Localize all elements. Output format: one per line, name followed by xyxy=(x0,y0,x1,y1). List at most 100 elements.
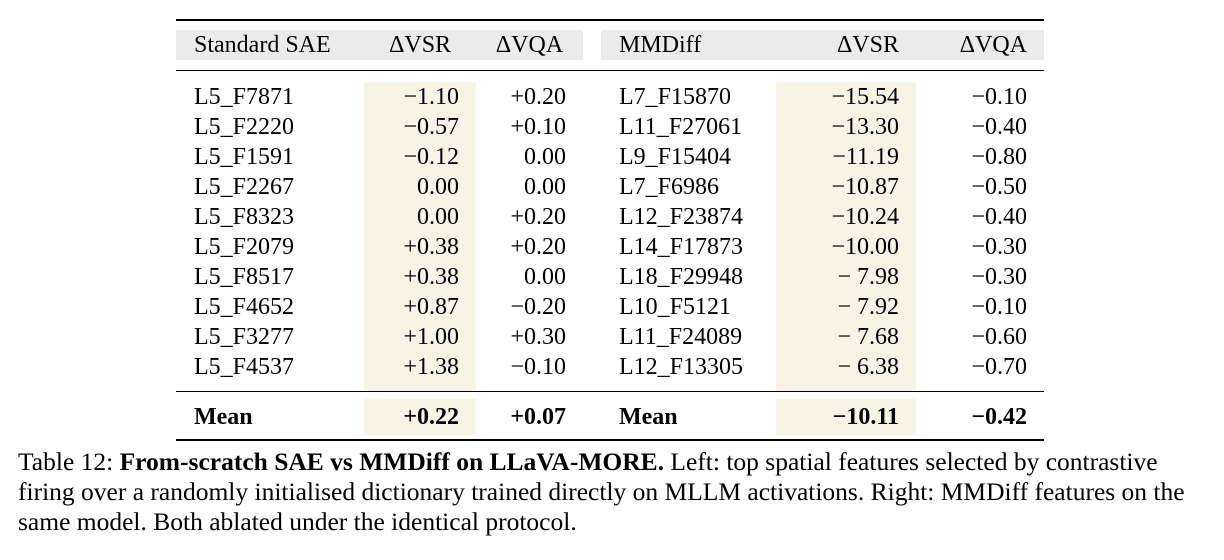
header-dvsr-left: ΔVSR xyxy=(364,30,476,60)
mean-label-left: Mean xyxy=(194,403,253,430)
cell-gap xyxy=(583,262,601,292)
table-row: L5_F8517 +0.38 0.00 L18_F29948 − 7.98 −0.30 xyxy=(176,262,1044,292)
cell-dvqa-right: −0.10 xyxy=(971,84,1027,110)
cell-dvsr-left: +0.87 xyxy=(364,292,476,322)
cell-dvqa-right: −0.80 xyxy=(971,144,1027,170)
mean-dvqa-left: +0.07 xyxy=(510,403,566,430)
table-row: L5_F3277 +1.00 +0.30 L11_F24089 − 7.68 −0.60 xyxy=(176,322,1044,352)
cell-dvsr-left: 0.00 xyxy=(364,172,476,202)
table-row: L5_F2220 −0.57 +0.10 L11_F27061 −13.30 −0.40 xyxy=(176,112,1044,142)
cell-feature-right: L12_F23874 xyxy=(619,204,744,230)
cell-dvsr-right: −15.54 xyxy=(776,82,916,112)
cell-gap xyxy=(583,82,601,112)
cell-dvqa-left: +0.10 xyxy=(510,114,566,140)
cell-dvsr-left: +0.38 xyxy=(364,232,476,262)
cell-dvsr-right: − 7.98 xyxy=(776,262,916,292)
cell-dvsr-left: −1.10 xyxy=(364,82,476,112)
cell-dvsr-left: +1.00 xyxy=(364,322,476,352)
cell-dvqa-left: 0.00 xyxy=(524,174,566,200)
bottom-rule xyxy=(176,439,1044,441)
table-row: L5_F2079 +0.38 +0.20 L14_F17873 −10.00 −0.30 xyxy=(176,232,1044,262)
cell-dvqa-right: −0.60 xyxy=(971,324,1027,350)
cell-dvqa-left: −0.20 xyxy=(510,294,566,320)
cell-dvqa-left: +0.20 xyxy=(510,204,566,230)
caption-prefix: Table 12: xyxy=(18,447,120,476)
cell-gap xyxy=(583,322,601,352)
cell-feature-left: L5_F4652 xyxy=(194,294,295,320)
cell-feature-right: L11_F27061 xyxy=(619,114,743,140)
cell-feature-left: L5_F2079 xyxy=(194,234,295,260)
cell-dvqa-left: 0.00 xyxy=(524,264,566,290)
cell-dvqa-right: −0.30 xyxy=(971,234,1027,260)
cell-gap xyxy=(583,352,601,382)
results-table: Standard SAE ΔVSR ΔVQA MMDiff ΔVSR ΔVQA … xyxy=(176,19,1044,441)
caption-text: Left: top spatial features selected by c… xyxy=(18,447,1185,536)
cell-feature-right: L18_F29948 xyxy=(619,264,744,290)
cell-feature-left: L5_F3277 xyxy=(194,324,295,350)
cell-feature-right: L14_F17873 xyxy=(619,234,744,260)
cell-dvqa-right: −0.40 xyxy=(971,114,1027,140)
cell-feature-right: L12_F13305 xyxy=(619,354,744,380)
cell-dvqa-right: −0.10 xyxy=(971,294,1027,320)
cell-feature-left: L5_F4537 xyxy=(194,354,295,380)
cell-dvsr-right: −13.30 xyxy=(776,112,916,142)
cell-dvqa-right: −0.50 xyxy=(971,174,1027,200)
cell-dvsr-right: −10.24 xyxy=(776,202,916,232)
cell-feature-left: L5_F7871 xyxy=(194,84,295,110)
cell-dvsr-right: − 6.38 xyxy=(776,352,916,382)
cell-dvqa-right: −0.70 xyxy=(971,354,1027,380)
cell-gap xyxy=(583,142,601,172)
cell-feature-right: L9_F15404 xyxy=(619,144,732,170)
cell-feature-left: L5_F2267 xyxy=(194,174,295,200)
cell-feature-left: L5_F8323 xyxy=(194,204,295,230)
cell-dvsr-right: − 7.92 xyxy=(776,292,916,322)
cell-dvsr-right: −10.00 xyxy=(776,232,916,262)
cell-gap xyxy=(583,112,601,142)
cell-gap xyxy=(583,202,601,232)
table-row: L5_F4652 +0.87 −0.20 L10_F5121 − 7.92 −0.10 xyxy=(176,292,1044,322)
cell-feature-right: L10_F5121 xyxy=(619,294,732,320)
mean-label-right: Mean xyxy=(619,403,678,430)
mean-row: Mean +0.22 +0.07 Mean −10.11 −0.42 xyxy=(176,399,1044,435)
header-standard-sae: Standard SAE xyxy=(176,30,364,60)
header-dvqa-left: ΔVQA xyxy=(476,30,583,60)
cell-dvsr-left: 0.00 xyxy=(364,202,476,232)
cell-dvsr-left: −0.57 xyxy=(364,112,476,142)
cell-dvsr-right: − 7.68 xyxy=(776,322,916,352)
cell-feature-right: L7_F6986 xyxy=(619,174,720,200)
cell-dvqa-left: +0.30 xyxy=(510,324,566,350)
cell-feature-right: L7_F15870 xyxy=(619,84,732,110)
caption-bold: From-scratch SAE vs MMDiff on LLaVA-MORE… xyxy=(119,447,665,476)
header-mmdiff: MMDiff xyxy=(601,30,776,60)
header-row: Standard SAE ΔVSR ΔVQA MMDiff ΔVSR ΔVQA xyxy=(176,30,1044,60)
cell-feature-left: L5_F8517 xyxy=(194,264,295,290)
table-row: L5_F2267 0.00 0.00 L7_F6986 −10.87 −0.50 xyxy=(176,172,1044,202)
cell-dvqa-left: +0.20 xyxy=(510,234,566,260)
mean-dvqa-right: −0.42 xyxy=(971,403,1027,430)
cell-feature-left: L5_F1591 xyxy=(194,144,295,170)
cell-gap xyxy=(583,292,601,322)
table-row: L5_F4537 +1.38 −0.10 L12_F13305 − 6.38 −0.70 xyxy=(176,352,1044,382)
cell-dvsr-left: +1.38 xyxy=(364,352,476,382)
table-row: L5_F8323 0.00 +0.20 L12_F23874 −10.24 −0.40 xyxy=(176,202,1044,232)
cell-dvqa-right: −0.30 xyxy=(971,264,1027,290)
cell-dvsr-left: −0.12 xyxy=(364,142,476,172)
cell-dvqa-left: +0.20 xyxy=(510,84,566,110)
cell-gap xyxy=(583,172,601,202)
cell-dvqa-left: −0.10 xyxy=(510,354,566,380)
mean-dvsr-right: −10.11 xyxy=(776,399,916,435)
top-rule xyxy=(176,19,1044,21)
cell-feature-right: L11_F24089 xyxy=(619,324,743,350)
cell-feature-left: L5_F2220 xyxy=(194,114,295,140)
mean-dvsr-left: +0.22 xyxy=(364,399,476,435)
table-row: L5_F1591 −0.12 0.00 L9_F15404 −11.19 −0.80 xyxy=(176,142,1044,172)
header-dvqa-right: ΔVQA xyxy=(916,30,1044,60)
header-dvsr-right: ΔVSR xyxy=(776,30,916,60)
cell-dvsr-right: −11.19 xyxy=(776,142,916,172)
cell-dvqa-right: −0.40 xyxy=(971,204,1027,230)
cell-gap xyxy=(583,232,601,262)
table-caption: Table 12: From-scratch SAE vs MMDiff on … xyxy=(18,447,1210,537)
cell-dvqa-left: 0.00 xyxy=(524,144,566,170)
cell-dvsr-right: −10.87 xyxy=(776,172,916,202)
cell-dvsr-left: +0.38 xyxy=(364,262,476,292)
